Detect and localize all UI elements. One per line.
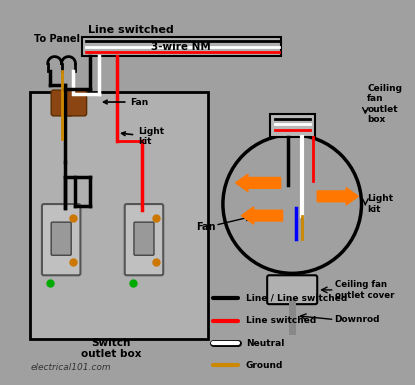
Text: Line switched: Line switched	[246, 316, 316, 325]
Text: Switch
outlet box: Switch outlet box	[81, 338, 142, 359]
FancyBboxPatch shape	[270, 114, 315, 137]
FancyBboxPatch shape	[65, 90, 87, 116]
Text: Fan: Fan	[196, 222, 215, 232]
Text: Neutral: Neutral	[246, 338, 284, 348]
Text: To Panel: To Panel	[34, 34, 80, 44]
Text: 3-wire NM: 3-wire NM	[151, 42, 210, 52]
FancyArrow shape	[317, 188, 359, 205]
Text: Line switched: Line switched	[88, 25, 173, 35]
FancyBboxPatch shape	[82, 37, 281, 56]
FancyBboxPatch shape	[51, 90, 73, 116]
FancyArrow shape	[242, 207, 283, 224]
FancyBboxPatch shape	[267, 275, 317, 304]
FancyBboxPatch shape	[51, 222, 71, 255]
FancyBboxPatch shape	[134, 222, 154, 255]
Text: Ground: Ground	[246, 361, 283, 370]
Text: Light
kit: Light kit	[122, 127, 164, 146]
FancyBboxPatch shape	[42, 204, 81, 275]
FancyBboxPatch shape	[30, 92, 207, 339]
FancyBboxPatch shape	[125, 204, 163, 275]
Text: Downrod: Downrod	[334, 315, 380, 324]
Text: Ceiling
fan
outlet
box: Ceiling fan outlet box	[367, 84, 402, 124]
Text: Line / Line switched: Line / Line switched	[246, 294, 347, 303]
Text: Fan: Fan	[104, 97, 149, 107]
Text: electrical101.com: electrical101.com	[30, 363, 111, 372]
FancyArrow shape	[236, 174, 281, 192]
Text: Ceiling fan
outlet cover: Ceiling fan outlet cover	[334, 280, 394, 300]
Text: Light
kit: Light kit	[367, 194, 393, 214]
